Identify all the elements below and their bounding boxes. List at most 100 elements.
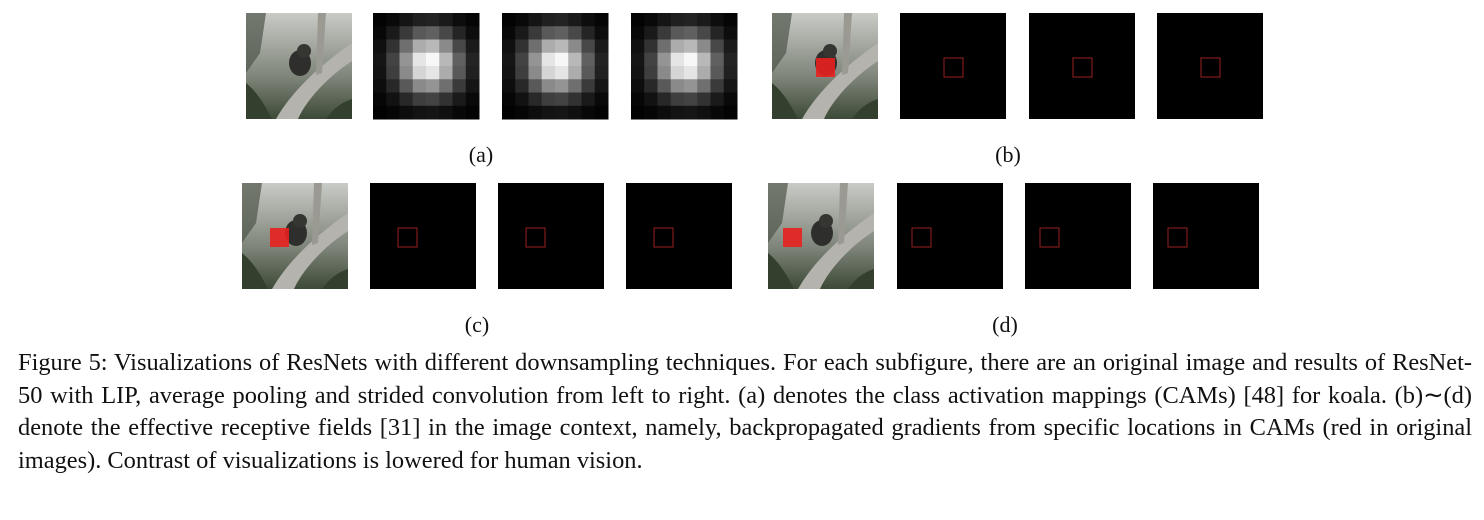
cam-cell: [710, 26, 725, 40]
cam-cell: [515, 105, 529, 120]
cam-cell: [373, 13, 387, 27]
cam-cell: [465, 66, 480, 80]
cam-cell: [452, 13, 467, 27]
cam-cell: [541, 79, 556, 93]
red-location: [270, 228, 289, 247]
cam-cell: [528, 26, 543, 40]
cam-cell: [465, 52, 480, 67]
cam-cell: [541, 105, 556, 120]
subfigure-label: (c): [465, 312, 489, 337]
cam-cell: [502, 26, 516, 40]
cam-cell: [541, 39, 556, 54]
cam-cell: [723, 79, 738, 93]
cam-cell: [541, 13, 556, 27]
koala-head: [819, 214, 833, 228]
cam-cell: [631, 92, 645, 107]
cam-cell: [373, 79, 387, 93]
cam-cell: [515, 26, 529, 40]
cam-cell: [555, 39, 569, 54]
cam-map: [631, 13, 738, 120]
cam-cell: [631, 13, 645, 27]
location-box: [943, 57, 964, 78]
cam-cell: [684, 79, 698, 93]
cam-cell: [684, 52, 698, 67]
cam-cell: [452, 92, 467, 107]
cam-cell: [528, 66, 543, 80]
cam-cell: [684, 92, 698, 107]
gradient-map: [900, 13, 1006, 119]
cam-cell: [541, 26, 556, 40]
location-box: [653, 227, 674, 248]
cam-cell: [373, 52, 387, 67]
cam-cell: [657, 79, 672, 93]
cam-cell: [644, 26, 658, 40]
cam-cell: [399, 92, 414, 107]
cam-cell: [439, 52, 453, 67]
koala-head: [297, 44, 311, 58]
leaves: [246, 83, 352, 119]
cam-cell: [541, 52, 556, 67]
cam-cell: [697, 26, 711, 40]
gradient-map: [626, 183, 732, 289]
cam-cell: [684, 13, 698, 27]
vignette: [1157, 13, 1263, 119]
gradient-map: [1025, 183, 1131, 289]
cam-cell: [723, 26, 738, 40]
cam-cell: [452, 79, 467, 93]
location-box: [1200, 57, 1221, 78]
cam-cell: [515, 66, 529, 80]
cam-cell: [723, 52, 738, 67]
cam-cell: [502, 66, 516, 80]
cam-cell: [710, 92, 725, 107]
cam-cell: [426, 79, 440, 93]
cam-cell: [386, 105, 400, 120]
gradient-map: [370, 183, 476, 289]
cam-cell: [439, 79, 453, 93]
trunk: [316, 13, 326, 75]
cam-cell: [581, 79, 596, 93]
original-image: [242, 183, 348, 289]
cam-cell: [670, 39, 685, 54]
cam-cell: [723, 92, 738, 107]
cam-cell: [452, 105, 467, 120]
gradient-map: [897, 183, 1003, 289]
cam-cell: [412, 105, 427, 120]
gradient-map: [1157, 13, 1263, 119]
cam-cell: [412, 66, 427, 80]
cam-cell: [594, 105, 609, 120]
cam-cell: [710, 66, 725, 80]
cam-cell: [399, 52, 414, 67]
cam-cell: [502, 39, 516, 54]
cam-cell: [670, 92, 685, 107]
trunk: [842, 13, 852, 75]
cam-cell: [594, 26, 609, 40]
cam-cell: [631, 39, 645, 54]
location-box: [1167, 227, 1188, 248]
subfigure-label: (a): [469, 142, 493, 167]
cam-cell: [644, 105, 658, 120]
cam-cell: [555, 26, 569, 40]
vignette: [498, 183, 604, 289]
cam-cell: [502, 105, 516, 120]
cam-cell: [710, 105, 725, 120]
cam-cell: [373, 39, 387, 54]
vignette: [900, 13, 1006, 119]
cam-cell: [555, 105, 569, 120]
caption: Figure 5: Visualizations of ResNets with…: [18, 349, 1472, 474]
cam-cell: [399, 13, 414, 27]
vignette: [1153, 183, 1259, 289]
cam-cell: [399, 79, 414, 93]
cam-cell: [528, 13, 543, 27]
branch: [276, 43, 352, 119]
cam-cell: [631, 26, 645, 40]
cam-cell: [670, 79, 685, 93]
cam-cell: [426, 105, 440, 120]
cam-cell: [644, 66, 658, 80]
cam-cell: [399, 105, 414, 120]
cam-cell: [697, 66, 711, 80]
cam-cell: [426, 26, 440, 40]
cam-cell: [644, 79, 658, 93]
cam-cell: [697, 105, 711, 120]
cam-cell: [697, 92, 711, 107]
cam-cell: [426, 66, 440, 80]
